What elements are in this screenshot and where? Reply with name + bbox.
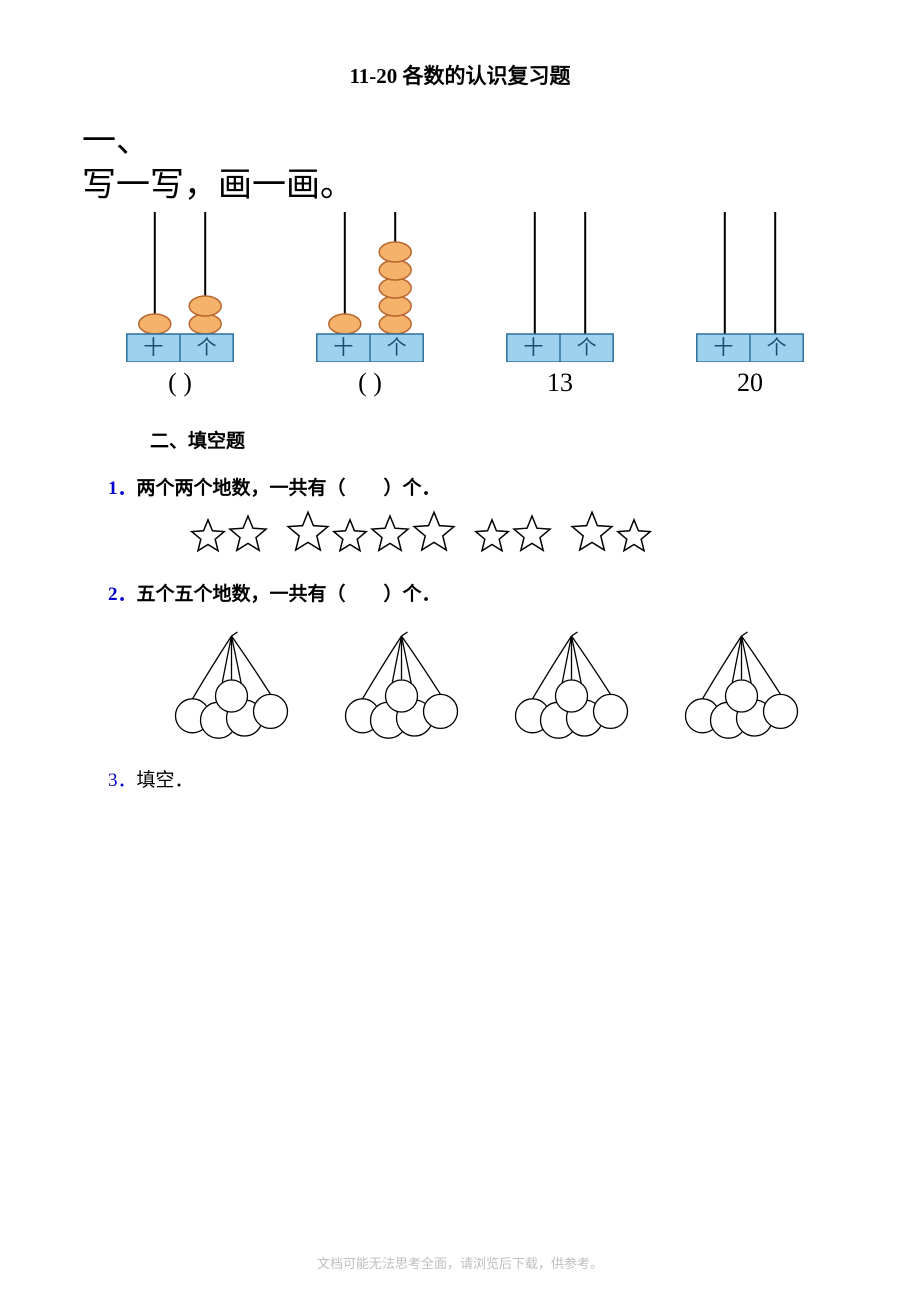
svg-text:个: 个: [767, 337, 787, 360]
stars-row: [190, 510, 830, 559]
star-icon: [228, 514, 268, 554]
abacus-icon: 十个: [490, 212, 630, 362]
star-icon: [190, 518, 226, 554]
abacus-icon: 十个: [680, 212, 820, 362]
question-2: 2．五个五个地数，一共有（ ）个．: [108, 579, 830, 606]
abacus-label: ( ): [358, 368, 382, 398]
star-icon: [370, 514, 410, 554]
cherry-cluster-icon: [160, 630, 290, 740]
question-3-text: 填空．: [137, 770, 194, 791]
cherry-cluster-icon: [670, 630, 800, 740]
cherry-cluster-icon: [500, 630, 630, 740]
abacus-label: ( ): [168, 368, 192, 398]
svg-text:个: 个: [577, 337, 597, 360]
cherries-row: [160, 630, 830, 745]
star-icon: [332, 518, 368, 554]
cherry-cluster: [160, 630, 290, 745]
svg-text:十: 十: [333, 337, 353, 360]
cherry-cluster-icon: [330, 630, 460, 740]
star-icon: [286, 510, 330, 554]
abacus-unit: 十个20: [680, 212, 820, 398]
svg-text:十: 十: [523, 337, 543, 360]
abacus-unit: 十个13: [490, 212, 630, 398]
star-icon: [412, 510, 456, 554]
abacus-icon: 十个: [110, 212, 250, 362]
cherry-cluster: [500, 630, 630, 745]
section-one-num: 一、: [82, 120, 830, 164]
cherry-cluster: [330, 630, 460, 745]
question-3: 3．填空．: [108, 765, 830, 792]
abacus-label: 13: [547, 368, 573, 398]
svg-text:十: 十: [143, 337, 163, 360]
abacus-row: 十个( )十个( )十个13十个20: [110, 212, 830, 398]
question-2-num: 2．: [108, 584, 137, 605]
question-1: 1．两个两个地数，一共有（ ）个．: [108, 473, 830, 500]
abacus-unit: 十个( ): [300, 212, 440, 398]
page-title: 11-20 各数的认识复习题: [90, 60, 830, 90]
question-2-text: 五个五个地数，一共有（ ）个．: [137, 584, 441, 605]
section-one-text: 写一写，画一画。: [82, 164, 830, 208]
section-two-heading: 二、填空题: [150, 426, 830, 453]
star-icon: [512, 514, 552, 554]
abacus-icon: 十个: [300, 212, 440, 362]
star-icon: [616, 518, 652, 554]
question-1-text: 两个两个地数，一共有（ ）个．: [137, 478, 441, 499]
section-one-heading: 一、 写一写，画一画。: [82, 120, 830, 208]
abacus-label: 20: [737, 368, 763, 398]
star-icon: [474, 518, 510, 554]
question-3-num: 3．: [108, 770, 137, 791]
footer-note: 文档可能无法思考全面，请浏览后下载，供参考。: [0, 1253, 920, 1272]
svg-text:十: 十: [713, 337, 733, 360]
svg-text:个: 个: [387, 337, 407, 360]
svg-text:个: 个: [197, 337, 217, 360]
worksheet-page: 11-20 各数的认识复习题 一、 写一写，画一画。 十个( )十个( )十个1…: [0, 0, 920, 1302]
cherry-cluster: [670, 630, 800, 745]
abacus-unit: 十个( ): [110, 212, 250, 398]
question-1-num: 1．: [108, 478, 137, 499]
star-icon: [570, 510, 614, 554]
